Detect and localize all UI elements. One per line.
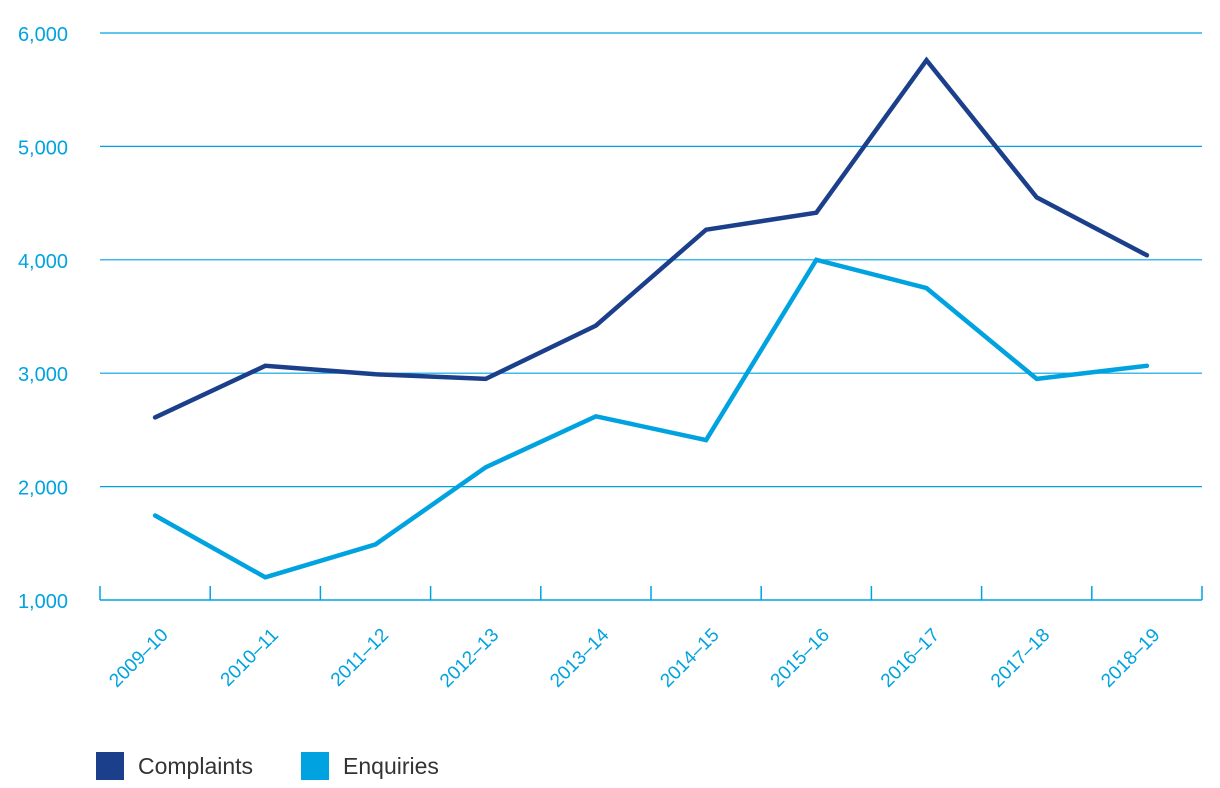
x-tick-label: 2014–15 bbox=[656, 625, 723, 692]
x-tick-label: 2015–16 bbox=[767, 625, 834, 692]
x-tick-label: 2016–17 bbox=[877, 625, 944, 692]
legend-label-enquiries: Enquiries bbox=[343, 752, 439, 779]
y-axis-labels: 1,000 2,000 3,000 4,000 5,000 6,000 bbox=[18, 24, 68, 613]
x-tick-label: 2012–13 bbox=[436, 625, 503, 692]
legend-item-enquiries: Enquiries bbox=[301, 752, 439, 780]
x-axis bbox=[99, 586, 1203, 601]
x-axis-labels: 2009–10 2010–11 2011–12 2012–13 2013–14 2014–… bbox=[105, 624, 1164, 691]
x-tick-label: 2018–19 bbox=[1097, 625, 1164, 692]
y-tick-label: 5,000 bbox=[18, 137, 68, 159]
x-tick-label: 2009–10 bbox=[105, 625, 172, 692]
legend: Complaints Enquiries bbox=[96, 752, 487, 780]
y-tick-label: 3,000 bbox=[18, 364, 68, 386]
legend-swatch-enquiries bbox=[301, 752, 330, 780]
legend-swatch-complaints bbox=[96, 752, 124, 780]
legend-item-complaints: Complaints bbox=[96, 752, 253, 780]
x-tick-label: 2010–11 bbox=[217, 625, 283, 691]
x-tick-label: 2011–12 bbox=[327, 625, 393, 691]
x-tick-label: 2013–14 bbox=[546, 624, 613, 691]
y-tick-label: 1,000 bbox=[18, 591, 68, 613]
legend-label-complaints: Complaints bbox=[138, 752, 254, 779]
y-tick-label: 2,000 bbox=[18, 478, 68, 500]
series-lines bbox=[152, 56, 1150, 580]
series-line-enquiries bbox=[152, 257, 1150, 580]
series-line-complaints bbox=[152, 56, 1150, 420]
y-tick-label: 6,000 bbox=[18, 24, 68, 46]
gridlines bbox=[100, 32, 1202, 488]
x-tick-label: 2017–18 bbox=[987, 625, 1054, 692]
y-tick-label: 4,000 bbox=[18, 251, 68, 273]
